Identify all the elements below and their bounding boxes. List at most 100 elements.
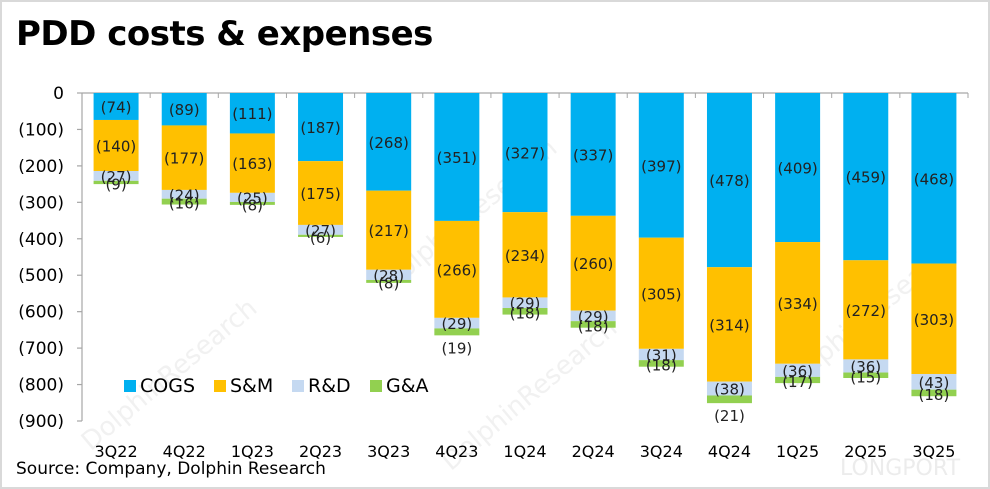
y-tick-label: (200) [18, 157, 64, 177]
data-label: (175) [300, 185, 340, 203]
legend-label: G&A [386, 375, 429, 397]
x-tick-label: 1Q25 [776, 442, 819, 461]
data-label: (25) [237, 189, 268, 207]
y-tick-label: (800) [18, 376, 64, 396]
bar-cogs-3Q25 [911, 93, 957, 264]
data-label: (8) [378, 274, 399, 292]
data-label: (31) [646, 346, 677, 364]
bar-cogs-4Q22 [161, 93, 207, 126]
brand-watermark: LONGPORT [840, 456, 961, 481]
data-label: (468) [914, 170, 954, 188]
data-label: (409) [777, 160, 817, 178]
data-label: (43) [919, 374, 950, 392]
bar-ga-4Q22 [161, 198, 207, 205]
data-label: (266) [437, 261, 477, 279]
data-label: (36) [782, 362, 813, 380]
bar-sm-1Q23 [229, 133, 275, 193]
bar-cogs-3Q23 [366, 93, 412, 191]
y-tick-label: (900) [18, 412, 64, 432]
data-label: (163) [232, 155, 272, 173]
bar-sm-3Q22 [93, 119, 139, 171]
data-label: (397) [641, 157, 681, 175]
source-note: Source: Company, Dolphin Research [16, 459, 326, 479]
bar-ga-4Q23 [434, 328, 480, 336]
bar-sm-1Q25 [775, 242, 821, 364]
bar-cogs-3Q24 [638, 93, 684, 238]
bar-rd-3Q24 [638, 348, 684, 361]
x-tick-label: 1Q24 [503, 442, 546, 461]
bar-rd-1Q24 [502, 297, 548, 309]
x-tick-label: 4Q22 [163, 442, 206, 461]
data-label: (268) [369, 134, 409, 152]
bar-ga-2Q23 [298, 234, 344, 237]
legend-swatch-sm [214, 380, 226, 392]
data-label: (18) [646, 356, 677, 374]
x-tick-label: 2Q24 [572, 442, 615, 461]
bar-rd-2Q23 [298, 224, 344, 235]
data-label: (17) [782, 373, 813, 391]
data-label: (272) [846, 302, 886, 320]
data-label: (334) [777, 295, 817, 313]
bar-ga-1Q25 [775, 376, 821, 384]
x-tick-label: 3Q22 [95, 442, 138, 461]
data-label: (29) [578, 308, 609, 326]
bar-rd-4Q24 [706, 381, 752, 396]
bar-rd-1Q23 [229, 192, 275, 202]
y-tick-label: (300) [18, 193, 64, 213]
bar-sm-3Q23 [366, 190, 412, 270]
legend-swatch-rd [292, 380, 304, 392]
data-label: (260) [573, 255, 613, 273]
data-label: (327) [505, 145, 545, 163]
data-label: (28) [373, 267, 404, 285]
bar-sm-3Q24 [638, 237, 684, 349]
bar-cogs-3Q22 [93, 93, 139, 120]
bar-ga-1Q24 [502, 308, 548, 315]
data-label: (303) [914, 311, 954, 329]
data-label: (305) [641, 285, 681, 303]
y-tick-label: (400) [18, 230, 64, 250]
bar-ga-4Q24 [706, 395, 752, 404]
bar-cogs-2Q25 [843, 93, 889, 261]
bar-cogs-4Q23 [434, 93, 480, 221]
bar-cogs-4Q24 [706, 93, 752, 268]
bar-ga-2Q25 [843, 372, 889, 378]
bar-sm-2Q25 [843, 260, 889, 360]
bar-rd-4Q22 [161, 189, 207, 199]
data-label: (140) [96, 137, 136, 155]
bar-sm-3Q25 [911, 263, 957, 374]
bar-cogs-1Q24 [502, 93, 548, 213]
x-tick-label: 4Q23 [435, 442, 478, 461]
y-tick-label: (600) [18, 303, 64, 323]
bar-cogs-2Q23 [298, 93, 344, 162]
bar-sm-4Q23 [434, 220, 480, 318]
bar-rd-1Q25 [775, 363, 821, 377]
y-tick-label: 0 [53, 84, 64, 104]
data-label: (27) [101, 168, 132, 186]
data-label: (234) [505, 247, 545, 265]
bar-ga-3Q24 [638, 360, 684, 367]
data-label: (29) [510, 295, 541, 313]
data-label: (111) [232, 105, 272, 123]
bar-rd-2Q25 [843, 359, 889, 373]
x-tick-label: 2Q25 [844, 442, 887, 461]
y-tick-label: (700) [18, 339, 64, 359]
bar-rd-3Q22 [93, 170, 139, 181]
legend-swatch-cogs [124, 380, 136, 392]
bar-rd-2Q24 [570, 310, 616, 322]
data-label: (8) [242, 196, 263, 214]
data-label: (177) [164, 150, 204, 168]
x-tick-label: 2Q23 [299, 442, 342, 461]
bar-ga-3Q25 [911, 389, 957, 397]
data-label: (38) [714, 381, 745, 399]
data-label: (187) [300, 119, 340, 137]
bar-cogs-1Q23 [229, 93, 275, 134]
data-label: (9) [105, 175, 126, 193]
bar-sm-4Q22 [161, 125, 207, 190]
bar-ga-3Q23 [366, 279, 412, 283]
data-label: (314) [709, 316, 749, 334]
data-label: (19) [441, 339, 472, 357]
data-label: (18) [510, 304, 541, 322]
chart-title: PDD costs & expenses [16, 14, 433, 54]
legend-label: COGS [140, 375, 195, 397]
